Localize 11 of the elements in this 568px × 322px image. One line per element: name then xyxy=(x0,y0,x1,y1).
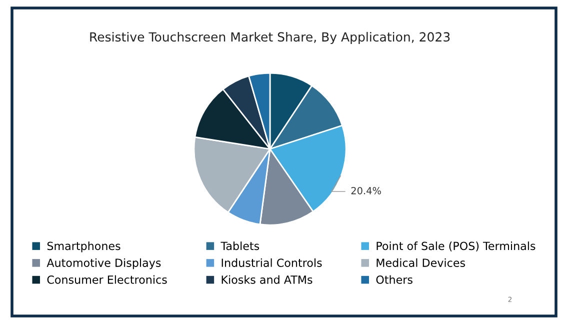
legend-label: Medical Devices xyxy=(376,258,466,267)
legend-label: Industrial Controls xyxy=(222,258,322,267)
legend-label: Smartphones xyxy=(47,242,120,252)
legend-label: Tablets xyxy=(220,242,260,250)
chart-title: Resistive Touchscreen Market Share, By Application, 2023 xyxy=(90,32,450,44)
data-label: 20.4% xyxy=(351,186,381,194)
legend-label: Consumer Electronics xyxy=(47,275,167,284)
legend-label: Point of Sale (POS) Terminals xyxy=(376,242,536,252)
legend-label: Others xyxy=(376,275,412,284)
legend-label: Kiosks and ATMs xyxy=(222,275,312,284)
legend-label: Automotive Displays xyxy=(46,258,161,270)
